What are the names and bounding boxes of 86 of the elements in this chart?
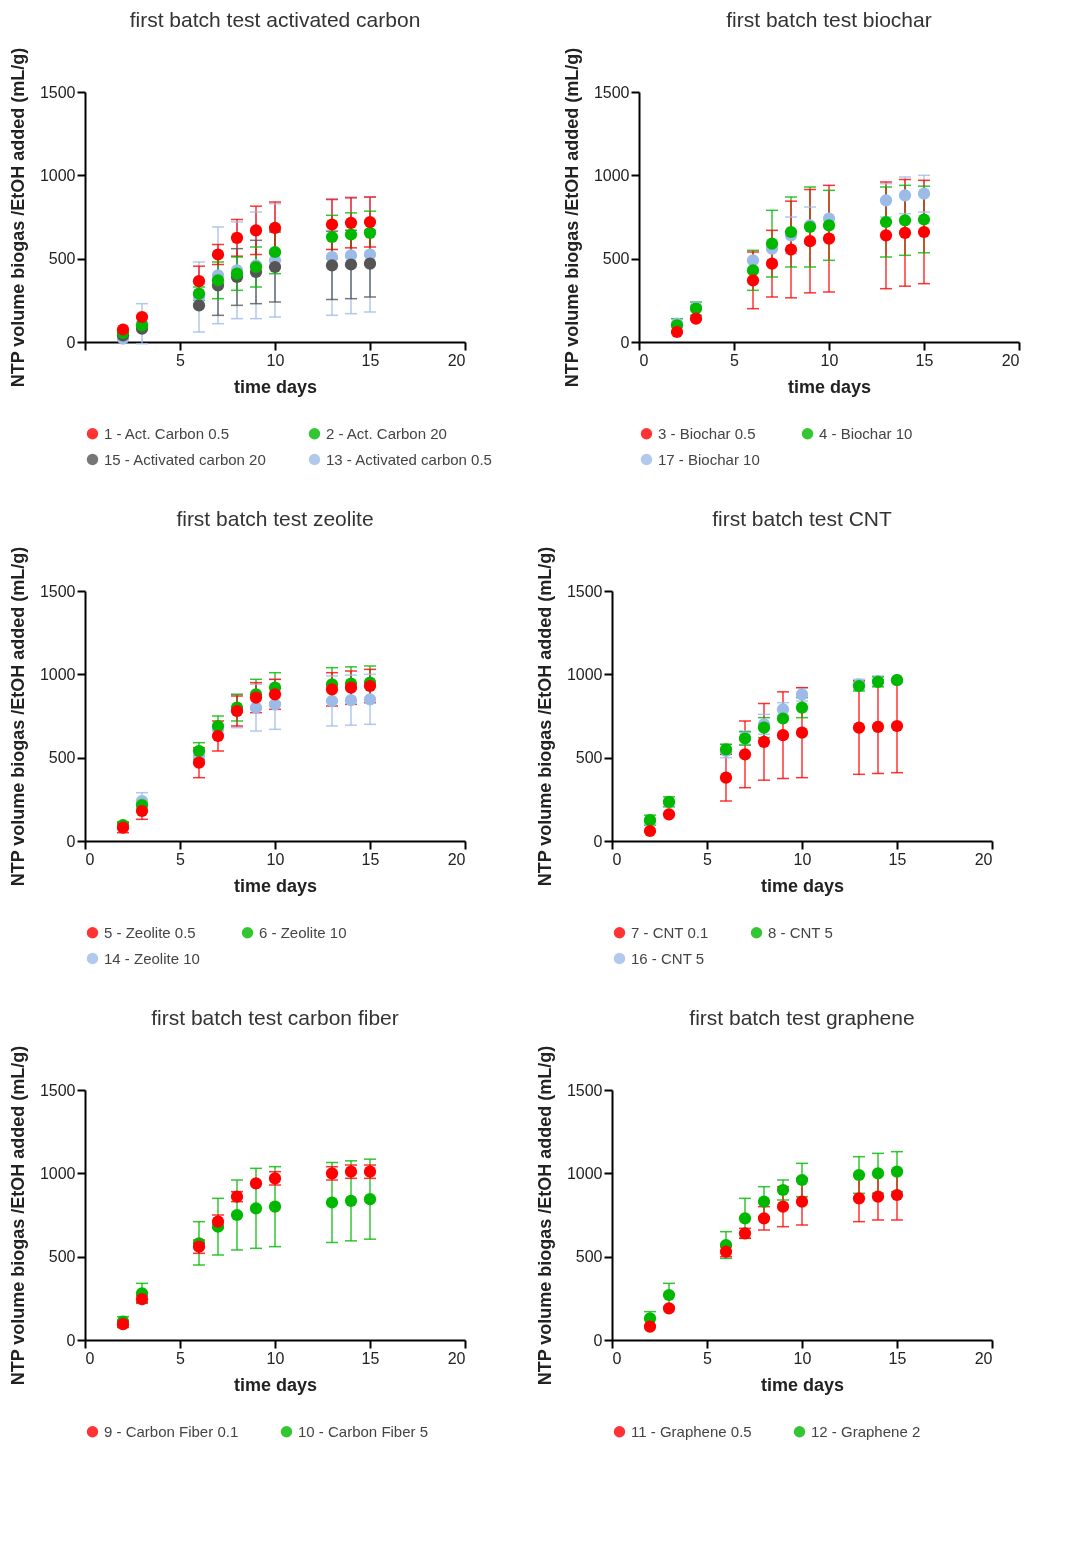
legend-label: 2 - Act. Carbon 20 — [326, 424, 447, 442]
y-tick-label: 1000 — [39, 166, 76, 184]
x-tick-label: 0 — [85, 1349, 95, 1367]
chart-title: first batch test carbon fiber — [151, 1005, 399, 1029]
x-tick-label: 10 — [793, 850, 812, 868]
chart-title: first batch test biochar — [726, 7, 932, 31]
y-tick-label: 0 — [66, 1331, 76, 1349]
y-axis-title: NTP volume biogas /EtOH added (mL/g) — [561, 47, 582, 388]
legend-label: 6 - Zeolite 10 — [259, 923, 347, 941]
legend-label: 11 - Graphene 0.5 — [631, 1422, 752, 1440]
x-tick-label: 5 — [176, 850, 186, 868]
x-tick-label: 15 — [361, 850, 380, 868]
x-tick-label: 10 — [266, 351, 285, 369]
x-tick-label: 20 — [974, 850, 993, 868]
x-tick-label: 10 — [266, 850, 285, 868]
legend-label: 15 - Activated carbon 20 — [104, 450, 266, 468]
y-tick-label: 500 — [575, 1248, 603, 1266]
y-axis-title: NTP volume biogas /EtOH added (mL/g) — [534, 546, 555, 887]
y-tick-label: 0 — [66, 333, 76, 351]
x-tick-label: 5 — [176, 1349, 186, 1367]
y-tick-label: 1500 — [39, 1081, 76, 1099]
legend-label: 17 - Biochar 10 — [658, 450, 760, 468]
x-tick-label: 5 — [703, 850, 713, 868]
legend-label: 5 - Zeolite 0.5 — [104, 923, 196, 941]
x-axis-title: time days — [233, 875, 318, 896]
legend-label: 4 - Biochar 10 — [819, 424, 913, 442]
y-axis-title: NTP volume biogas /EtOH added (mL/g) — [7, 546, 28, 887]
y-tick-label: 1000 — [39, 1164, 76, 1182]
x-tick-label: 15 — [361, 1349, 380, 1367]
y-tick-label: 1500 — [39, 582, 76, 600]
y-axis-title: NTP volume biogas /EtOH added (mL/g) — [7, 1045, 28, 1386]
chart-title: first batch test CNT — [712, 506, 893, 530]
x-axis-title: time days — [787, 376, 872, 397]
legend-label: 7 - CNT 0.1 — [631, 923, 709, 941]
chart-title: first batch test graphene — [689, 1005, 915, 1029]
y-tick-label: 1500 — [566, 582, 603, 600]
x-tick-label: 15 — [915, 351, 934, 369]
y-tick-label: 1500 — [566, 1081, 603, 1099]
legend-label: 9 - Carbon Fiber 0.1 — [104, 1422, 239, 1440]
y-axis-title: NTP volume biogas /EtOH added (mL/g) — [534, 1045, 555, 1386]
y-tick-label: 500 — [602, 250, 630, 268]
chart-title: first batch test activated carbon — [129, 7, 421, 31]
y-tick-label: 1000 — [566, 665, 603, 683]
legend-label: 16 - CNT 5 — [631, 949, 705, 967]
x-axis-title: time days — [760, 875, 845, 896]
x-tick-label: 20 — [447, 850, 466, 868]
x-tick-label: 20 — [1001, 351, 1020, 369]
x-tick-label: 20 — [447, 351, 466, 369]
y-tick-label: 500 — [575, 749, 603, 767]
x-tick-label: 5 — [730, 351, 740, 369]
legend-label: 10 - Carbon Fiber 5 — [298, 1422, 429, 1440]
x-axis-title: time days — [233, 376, 318, 397]
x-axis-title: time days — [760, 1374, 845, 1395]
y-tick-label: 0 — [593, 1331, 603, 1349]
x-tick-label: 20 — [974, 1349, 993, 1367]
x-tick-label: 15 — [888, 1349, 907, 1367]
x-tick-label: 20 — [447, 1349, 466, 1367]
y-tick-label: 0 — [620, 333, 630, 351]
y-tick-label: 1000 — [593, 166, 630, 184]
x-tick-label: 5 — [703, 1349, 713, 1367]
legend-label: 3 - Biochar 0.5 — [658, 424, 756, 442]
y-axis-title: NTP volume biogas /EtOH added (mL/g) — [7, 47, 28, 388]
x-tick-label: 0 — [639, 351, 649, 369]
chart-title: first batch test zeolite — [176, 506, 374, 530]
y-tick-label: 500 — [48, 250, 76, 268]
y-tick-label: 0 — [66, 832, 76, 850]
legend-label: 14 - Zeolite 10 — [104, 949, 200, 967]
x-axis-title: time days — [233, 1374, 318, 1395]
y-tick-label: 1500 — [39, 83, 76, 101]
x-tick-label: 10 — [793, 1349, 812, 1367]
x-tick-label: 0 — [85, 850, 95, 868]
y-tick-label: 1000 — [566, 1164, 603, 1182]
legend-label: 12 - Graphene 2 — [811, 1422, 921, 1440]
legend-label: 13 - Activated carbon 0.5 — [326, 450, 492, 468]
x-tick-label: 10 — [820, 351, 839, 369]
legend-label: 1 - Act. Carbon 0.5 — [104, 424, 230, 442]
x-tick-label: 10 — [266, 1349, 285, 1367]
y-tick-label: 0 — [593, 832, 603, 850]
x-tick-label: 15 — [361, 351, 380, 369]
x-tick-label: 15 — [888, 850, 907, 868]
y-tick-label: 500 — [48, 1248, 76, 1266]
y-tick-label: 1000 — [39, 665, 76, 683]
y-tick-label: 500 — [48, 749, 76, 767]
legend-label: 8 - CNT 5 — [768, 923, 833, 941]
x-tick-label: 5 — [176, 351, 186, 369]
y-tick-label: 1500 — [593, 83, 630, 101]
